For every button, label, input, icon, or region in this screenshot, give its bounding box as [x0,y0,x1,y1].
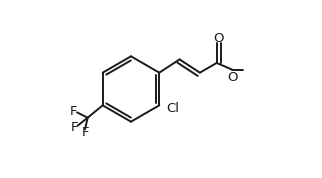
Text: Cl: Cl [166,102,179,115]
Text: F: F [71,121,78,134]
Text: O: O [227,71,238,84]
Text: F: F [82,126,90,139]
Text: O: O [214,32,224,45]
Text: F: F [70,105,78,118]
